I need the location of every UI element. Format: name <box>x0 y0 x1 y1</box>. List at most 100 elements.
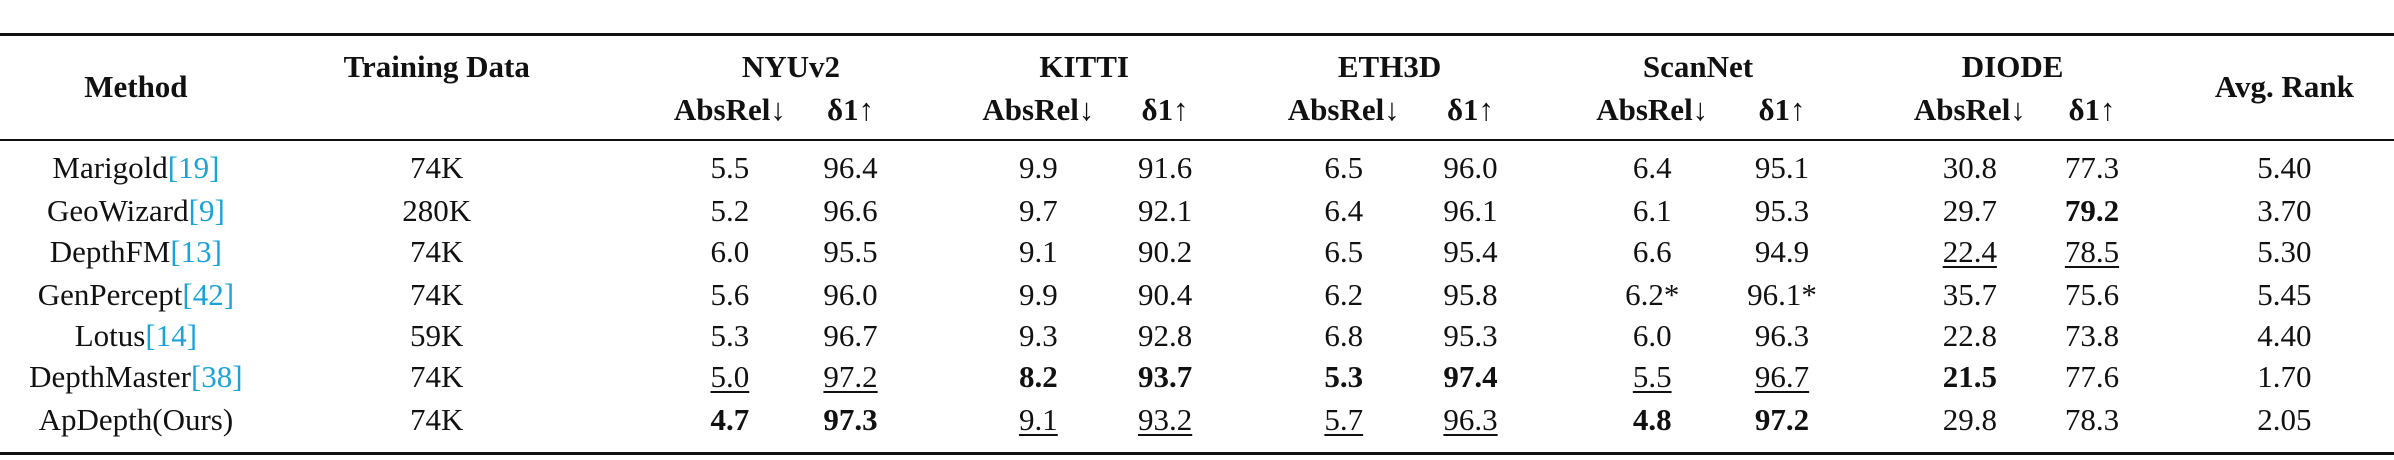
method-name: DepthMaster <box>29 359 191 395</box>
metric-header: δ1↑ <box>1758 91 1806 127</box>
method-name: Lotus <box>74 317 146 353</box>
metric-header: δ1↑ <box>1446 91 1495 127</box>
metric-cell: 22.4 <box>1942 233 1997 269</box>
metric-cell: 96.3 <box>1443 401 1498 437</box>
metric-cell: 92.8 <box>1137 317 1193 353</box>
metric-cell: 6.2* <box>1625 276 1680 312</box>
metric-cell: 9.9 <box>1018 276 1058 312</box>
metric-cell: 96.0 <box>1443 149 1498 185</box>
metric-cell: 97.3 <box>823 401 878 437</box>
method-name: GeoWizard <box>47 192 189 228</box>
avg-rank-cell: 5.40 <box>2257 149 2312 185</box>
method-cell: ApDepth(Ours) <box>39 402 234 438</box>
metric-cell: 96.4 <box>823 149 878 185</box>
metric-cell: 97.2 <box>823 359 878 395</box>
metric-cell: 96.6 <box>823 192 878 228</box>
metric-header: AbsRel↓ <box>673 91 786 127</box>
header-method: Method <box>84 69 188 105</box>
metric-cell: 5.5 <box>1632 359 1672 395</box>
citation[interactable]: [38] <box>190 359 243 395</box>
metric-cell: 96.1* <box>1747 276 1817 312</box>
group-header: NYUv2 <box>741 49 841 85</box>
metric-cell: 9.3 <box>1018 317 1058 353</box>
method-cell: Lotus[14] <box>75 318 197 354</box>
avg-rank-cell: 5.45 <box>2257 276 2312 312</box>
group-header: DIODE <box>1961 49 2064 85</box>
metric-cell: 75.6 <box>2064 276 2120 312</box>
metric-header: δ1↑ <box>2068 91 2116 127</box>
method-cell: Marigold[19] <box>52 150 219 186</box>
metric-cell: 5.5 <box>710 149 750 185</box>
metric-cell: 95.3 <box>1443 317 1498 353</box>
metric-cell: 6.4 <box>1632 149 1672 185</box>
metric-cell: 93.7 <box>1137 359 1193 395</box>
top-rule <box>0 33 2394 36</box>
metric-header: AbsRel↓ <box>982 91 1095 127</box>
metric-cell: 22.8 <box>1942 317 1997 353</box>
citation[interactable]: [13] <box>170 233 223 269</box>
metric-cell: 29.8 <box>1942 401 1997 437</box>
metric-cell: 6.8 <box>1324 317 1364 353</box>
citation[interactable]: [19] <box>167 149 220 185</box>
metric-cell: 79.2 <box>2064 192 2120 228</box>
group-header: ETH3D <box>1337 49 1442 85</box>
metric-cell: 29.7 <box>1942 192 1997 228</box>
avg-rank-cell: 2.05 <box>2257 401 2312 437</box>
metric-cell: 8.2 <box>1018 359 1058 395</box>
citation[interactable]: [42] <box>182 276 235 312</box>
metric-cell: 78.3 <box>2064 401 2120 437</box>
training-data-cell: 74K <box>410 276 464 312</box>
training-data-cell: 74K <box>410 401 464 437</box>
metric-cell: 95.5 <box>823 233 878 269</box>
training-data-cell: 280K <box>402 192 472 228</box>
metric-cell: 90.2 <box>1137 233 1193 269</box>
metric-header: δ1↑ <box>1141 91 1189 127</box>
avg-rank-cell: 4.40 <box>2257 317 2312 353</box>
method-name: DepthFM <box>49 233 171 269</box>
metric-cell: 96.1 <box>1443 192 1498 228</box>
metric-header: AbsRel↓ <box>1913 91 2026 127</box>
training-data-cell: 74K <box>410 359 464 395</box>
metric-cell: 6.0 <box>1632 317 1672 353</box>
metric-cell: 9.1 <box>1018 233 1058 269</box>
metric-cell: 6.1 <box>1632 192 1672 228</box>
metric-cell: 5.6 <box>710 276 750 312</box>
citation[interactable]: [14] <box>145 317 198 353</box>
metric-cell: 6.6 <box>1632 233 1672 269</box>
metric-cell: 96.7 <box>1754 359 1810 395</box>
citation[interactable]: [9] <box>188 192 225 228</box>
metric-cell: 4.8 <box>1632 401 1672 437</box>
metric-cell: 35.7 <box>1942 276 1997 312</box>
method-name: GenPercept <box>37 276 183 312</box>
metric-cell: 91.6 <box>1137 149 1193 185</box>
metric-cell: 6.4 <box>1324 192 1364 228</box>
method-name: Marigold <box>52 149 168 185</box>
metric-cell: 95.3 <box>1754 192 1810 228</box>
method-cell: GeoWizard[9] <box>47 193 225 229</box>
metric-cell: 97.4 <box>1443 359 1498 395</box>
header-training-data: Training Data <box>343 49 530 85</box>
metric-cell: 92.1 <box>1137 192 1193 228</box>
training-data-cell: 74K <box>410 149 464 185</box>
training-data-cell: 74K <box>410 233 464 269</box>
group-header: ScanNet <box>1642 49 1754 85</box>
metric-cell: 30.8 <box>1942 149 1997 185</box>
metric-cell: 95.1 <box>1754 149 1810 185</box>
metric-cell: 96.7 <box>823 317 878 353</box>
metric-cell: 73.8 <box>2064 317 2120 353</box>
metric-cell: 78.5 <box>2064 233 2120 269</box>
metric-cell: 77.6 <box>2064 359 2120 395</box>
mid-rule <box>0 139 2394 141</box>
metric-cell: 90.4 <box>1137 276 1193 312</box>
metric-cell: 5.7 <box>1324 401 1364 437</box>
method-cell: GenPercept[42] <box>38 277 234 313</box>
method-cell: DepthMaster[38] <box>29 359 243 395</box>
header-avg-rank: Avg. Rank <box>2214 69 2354 105</box>
avg-rank-cell: 5.30 <box>2257 233 2312 269</box>
metric-cell: 9.9 <box>1018 149 1058 185</box>
avg-rank-cell: 3.70 <box>2257 192 2312 228</box>
metric-cell: 9.1 <box>1018 401 1058 437</box>
method-cell: DepthFM[13] <box>50 234 222 270</box>
metric-cell: 6.2 <box>1324 276 1364 312</box>
